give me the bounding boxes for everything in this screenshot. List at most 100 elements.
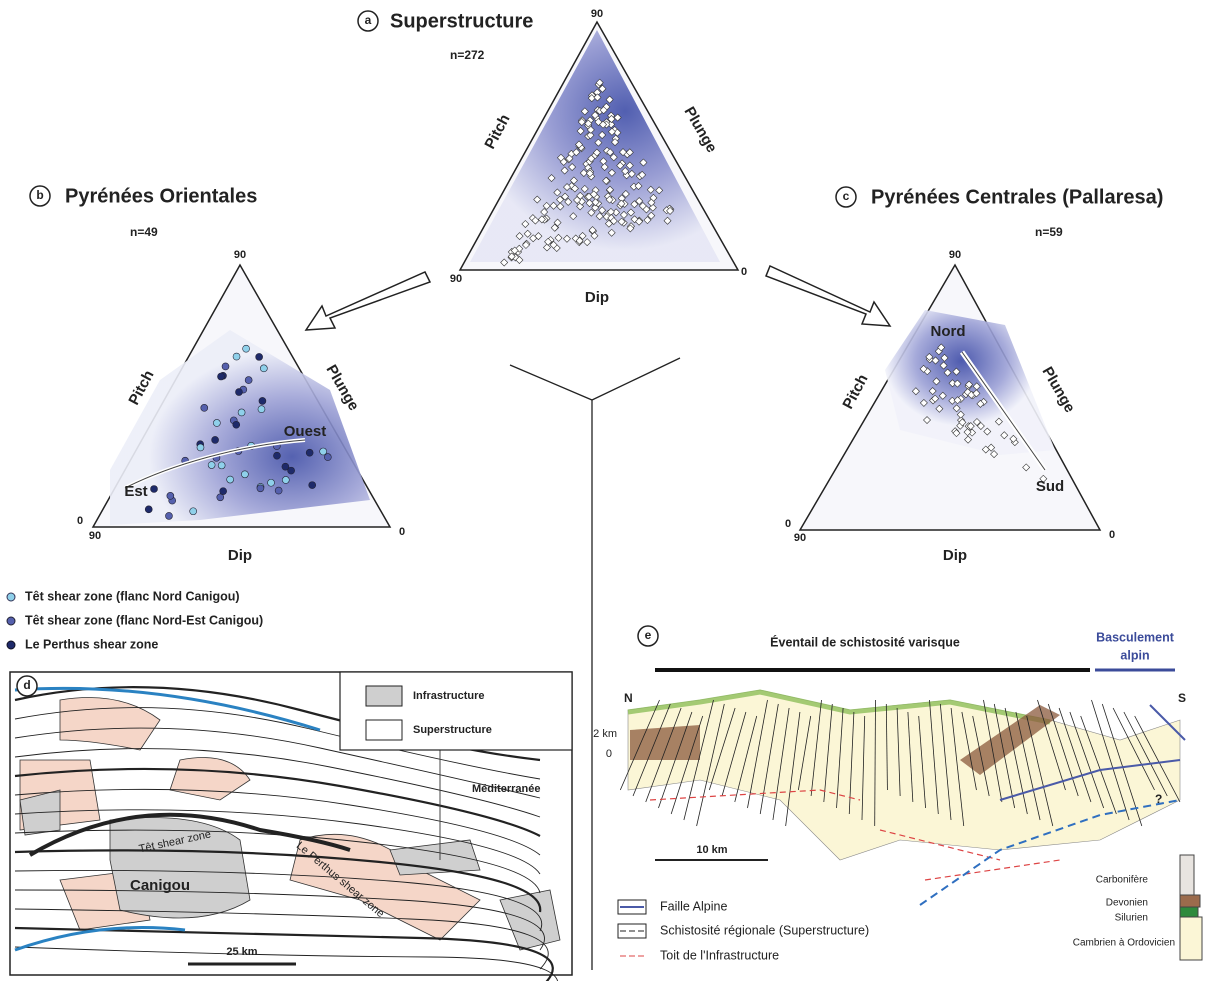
schistosity bbox=[836, 707, 844, 809]
foliation bbox=[14, 908, 549, 970]
schistosity bbox=[1015, 711, 1041, 821]
data-points bbox=[144, 344, 332, 520]
sample-point bbox=[630, 200, 639, 209]
sample-point bbox=[217, 372, 225, 381]
sample-point bbox=[647, 211, 656, 220]
sample-point bbox=[925, 352, 934, 361]
schistosity bbox=[810, 699, 822, 797]
schistosity bbox=[797, 715, 812, 791]
sample-point bbox=[273, 451, 281, 460]
data-points bbox=[500, 78, 675, 267]
sample-point bbox=[953, 379, 962, 388]
panel-e: e Éventail de schistosité varisque Bascu… bbox=[593, 625, 1203, 962]
panel-letter-circle bbox=[29, 185, 51, 207]
sample-point bbox=[586, 131, 595, 140]
sample-point bbox=[561, 192, 570, 201]
sample-point bbox=[965, 380, 974, 389]
tick-label: 90 bbox=[794, 532, 806, 544]
sample-point bbox=[267, 478, 275, 487]
sample-point bbox=[932, 377, 941, 386]
tick-label: 90 bbox=[89, 530, 101, 542]
sample-point bbox=[619, 148, 627, 157]
legend-label: Schistosité régionale (Superstructure) bbox=[660, 923, 869, 937]
schistosity bbox=[918, 715, 926, 809]
sample-point bbox=[544, 237, 553, 246]
foliation bbox=[14, 849, 542, 913]
sample-point bbox=[165, 512, 173, 520]
sample-point bbox=[521, 220, 530, 228]
axis-label: Dip bbox=[228, 547, 252, 564]
sample-point bbox=[305, 448, 314, 457]
schistosity bbox=[1123, 711, 1168, 797]
tick-label: 90 bbox=[949, 249, 961, 261]
sample-point bbox=[609, 217, 618, 225]
panel-letter: b bbox=[36, 188, 43, 202]
sample-point bbox=[585, 169, 594, 178]
legend: Têt shear zone (flanc Nord Canigou) Têt … bbox=[6, 589, 263, 651]
schistosity-lines bbox=[619, 699, 1181, 827]
section-title: Éventail de schistosité varisque bbox=[770, 634, 960, 649]
sample-point bbox=[568, 163, 577, 172]
sample-point bbox=[612, 208, 621, 217]
sample-point bbox=[643, 216, 652, 225]
sample-point bbox=[613, 128, 622, 137]
schistosity bbox=[747, 699, 768, 809]
sample-point bbox=[556, 195, 565, 204]
sample-point bbox=[196, 443, 205, 452]
legend-marker bbox=[6, 592, 16, 602]
sample-point bbox=[939, 361, 948, 370]
legend-marker bbox=[6, 616, 16, 626]
sample-point bbox=[221, 362, 230, 371]
section-title: Basculement bbox=[1096, 630, 1175, 644]
sample-point bbox=[626, 224, 635, 233]
sample-point bbox=[569, 212, 578, 221]
tick-label: 0 bbox=[741, 266, 747, 278]
foliation bbox=[14, 727, 541, 799]
sample-point bbox=[189, 507, 197, 516]
sample-point bbox=[638, 170, 647, 179]
sample-point bbox=[666, 206, 675, 215]
block-arrow bbox=[304, 271, 432, 331]
strat-label: Carbonifère bbox=[1096, 875, 1149, 886]
foliation bbox=[14, 869, 543, 932]
legend-label: Têt shear zone (flanc Nord Canigou) bbox=[25, 589, 240, 603]
sample-point bbox=[577, 118, 586, 126]
sample-point bbox=[911, 387, 920, 396]
sample-point bbox=[958, 418, 967, 427]
divider-lines bbox=[509, 357, 681, 970]
sample-point bbox=[588, 226, 597, 235]
sample-point bbox=[598, 206, 607, 215]
sample-point bbox=[586, 125, 595, 134]
sample-point bbox=[983, 427, 992, 436]
sample-point bbox=[281, 476, 290, 484]
sample-point bbox=[540, 207, 549, 216]
sample-point bbox=[600, 163, 609, 171]
foliation bbox=[14, 809, 541, 875]
scale-label: 10 km bbox=[696, 844, 727, 856]
sample-count: n=49 bbox=[130, 225, 158, 239]
sample-point bbox=[972, 389, 981, 398]
schistosity bbox=[823, 703, 833, 803]
sample-point bbox=[981, 445, 990, 454]
sample-point bbox=[235, 388, 243, 396]
sample-point bbox=[994, 417, 1003, 426]
panel-letter: c bbox=[843, 189, 850, 203]
legend-label: Toit de l'Infrastructure bbox=[660, 948, 779, 962]
section-title: alpin bbox=[1120, 648, 1149, 662]
legend-marker bbox=[6, 640, 16, 650]
sample-point bbox=[578, 231, 587, 240]
sample-point bbox=[943, 368, 952, 377]
sample-point bbox=[956, 410, 965, 419]
scale-label: 25 km bbox=[226, 946, 257, 958]
sample-point bbox=[613, 113, 622, 122]
sample-point bbox=[616, 161, 625, 170]
strat-label: Cambrien à Ordovicien bbox=[1073, 938, 1175, 949]
schistosity bbox=[907, 711, 914, 803]
sample-point bbox=[507, 252, 516, 261]
strat-label: Silurien bbox=[1115, 913, 1148, 924]
schistosity bbox=[734, 715, 758, 803]
foliation bbox=[14, 926, 554, 981]
fault bbox=[14, 686, 321, 732]
trend-arrow bbox=[961, 351, 1046, 471]
